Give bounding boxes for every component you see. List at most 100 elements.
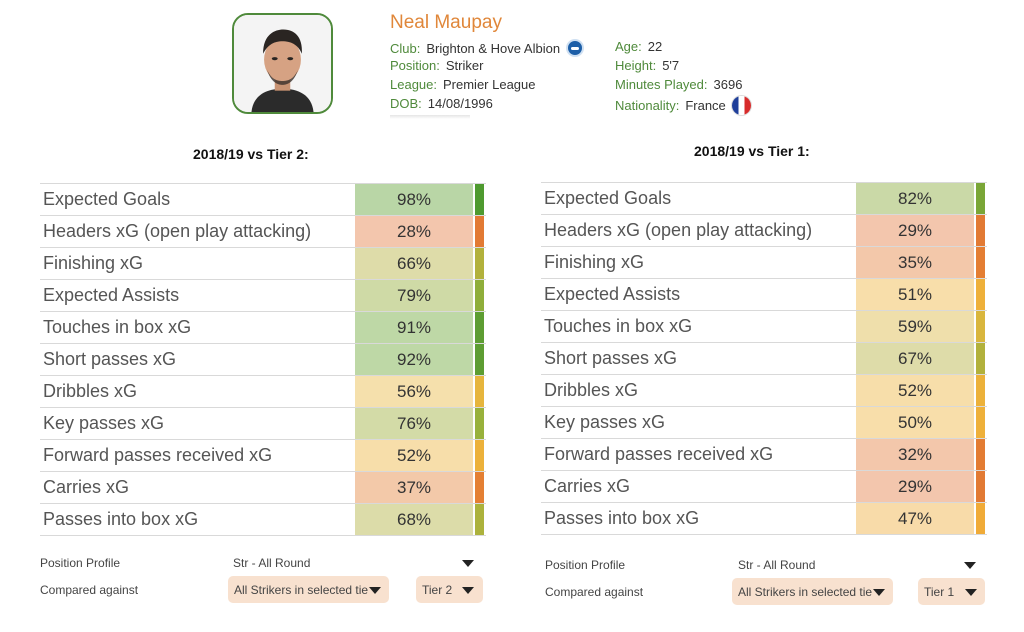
player-photo-icon xyxy=(234,15,331,112)
stat-label: Forward passes received xG xyxy=(43,445,273,465)
position-label: Position: xyxy=(390,58,440,73)
percentile-color-bar xyxy=(475,408,484,439)
stat-percentile: 47% xyxy=(856,503,974,534)
panel-title-tier1: 2018/19 vs Tier 1: xyxy=(694,143,810,159)
stat-label: Expected Assists xyxy=(43,285,180,305)
nationality-value: France xyxy=(685,98,726,113)
chevron-down-icon[interactable] xyxy=(369,587,381,594)
stat-row: Short passes xG 67% xyxy=(541,343,987,375)
position-profile-select[interactable]: Str - All Round xyxy=(738,558,978,574)
position-row: Position: Striker xyxy=(390,58,483,73)
stat-row: Passes into box xG 47% xyxy=(541,503,987,535)
age-row: Age: 22 xyxy=(615,39,662,54)
club-row: Club: Brighton & Hove Albion xyxy=(390,39,585,57)
stat-row: Key passes xG 50% xyxy=(541,407,987,439)
tier-value: Tier 2 xyxy=(422,582,453,597)
height-label: Height: xyxy=(615,58,657,73)
position-profile-value: Str - All Round xyxy=(233,556,311,570)
player-photo xyxy=(232,13,333,114)
stat-row: Headers xG (open play attacking) 29% xyxy=(541,215,987,247)
club-label: Club: xyxy=(390,40,421,56)
stat-percentile: 28% xyxy=(355,216,473,247)
percentile-color-bar xyxy=(976,215,985,246)
stat-row: Touches in box xG 91% xyxy=(40,312,486,344)
stat-row: Finishing xG 35% xyxy=(541,247,987,279)
compared-against-label: Compared against xyxy=(40,583,139,597)
stat-row: Expected Goals 82% xyxy=(541,183,987,215)
stat-row: Dribbles xG 56% xyxy=(40,376,486,408)
nationality-row: Nationality: France xyxy=(615,96,751,115)
panel-title-tier2: 2018/19 vs Tier 2: xyxy=(193,146,309,162)
stat-label: Headers xG (open play attacking) xyxy=(544,220,813,240)
dob-row: DOB: 14/08/1996 xyxy=(390,96,493,111)
percentile-color-bar xyxy=(475,280,484,311)
percentile-color-bar xyxy=(976,439,985,470)
league-value: Premier League xyxy=(443,77,536,92)
stat-percentile: 79% xyxy=(355,280,473,311)
stats-table-tier1: Expected Goals 82% Headers xG (open play a… xyxy=(541,182,987,535)
league-label: League: xyxy=(390,77,437,92)
percentile-color-bar xyxy=(475,344,484,375)
chevron-down-icon[interactable] xyxy=(873,589,885,596)
chevron-down-icon[interactable] xyxy=(462,587,474,594)
stat-percentile: 29% xyxy=(856,215,974,246)
stat-label: Dribbles xG xyxy=(544,380,639,400)
percentile-color-bar xyxy=(976,343,985,374)
percentile-color-bar xyxy=(475,216,484,247)
dob-label: DOB: xyxy=(390,96,422,111)
stat-percentile: 68% xyxy=(355,504,473,535)
percentile-color-bar xyxy=(976,375,985,406)
percentile-color-bar xyxy=(976,247,985,278)
stat-percentile: 91% xyxy=(355,312,473,343)
stat-row: Carries xG 29% xyxy=(541,471,987,503)
position-value: Striker xyxy=(445,58,484,73)
player-name: Neal Maupay xyxy=(390,12,502,33)
stat-percentile: 82% xyxy=(856,183,974,214)
stat-row: Carries xG 37% xyxy=(40,472,486,504)
stat-label: Carries xG xyxy=(544,476,631,496)
stat-label: Forward passes received xG xyxy=(544,444,774,464)
stat-percentile: 59% xyxy=(856,311,974,342)
stat-percentile: 52% xyxy=(856,375,974,406)
stat-percentile: 51% xyxy=(856,279,974,310)
minutes-label: Minutes Played: xyxy=(615,77,708,92)
stat-percentile: 37% xyxy=(355,472,473,503)
minutes-row: Minutes Played: 3696 xyxy=(615,77,742,92)
cut-off-text-divider xyxy=(390,115,470,119)
chevron-down-icon[interactable] xyxy=(462,560,474,567)
percentile-color-bar xyxy=(475,472,484,503)
minutes-value: 3696 xyxy=(713,77,743,92)
chevron-down-icon[interactable] xyxy=(965,589,977,596)
position-profile-value: Str - All Round xyxy=(738,558,816,572)
position-profile-label: Position Profile xyxy=(40,556,121,570)
stat-label: Expected Assists xyxy=(544,284,681,304)
stat-row: Short passes xG 92% xyxy=(40,344,486,376)
position-profile-select[interactable]: Str - All Round xyxy=(233,556,483,572)
percentile-color-bar xyxy=(976,503,985,534)
stat-label: Touches in box xG xyxy=(43,317,192,337)
compared-against-label: Compared against xyxy=(545,585,644,599)
stat-label: Passes into box xG xyxy=(544,508,700,528)
compared-against-select[interactable]: All Strikers in selected tie xyxy=(228,576,389,603)
stat-percentile: 29% xyxy=(856,471,974,502)
tier-value: Tier 1 xyxy=(924,584,955,599)
stat-percentile: 52% xyxy=(355,440,473,471)
stat-label: Finishing xG xyxy=(43,253,144,273)
stat-row: Forward passes received xG 52% xyxy=(40,440,486,472)
stat-row: Expected Goals 98% xyxy=(40,184,486,216)
percentile-color-bar xyxy=(475,440,484,471)
stat-percentile: 92% xyxy=(355,344,473,375)
percentile-color-bar xyxy=(976,311,985,342)
nationality-label: Nationality: xyxy=(615,98,680,113)
percentile-color-bar xyxy=(976,407,985,438)
percentile-color-bar xyxy=(475,248,484,279)
stat-percentile: 67% xyxy=(856,343,974,374)
stat-label: Expected Goals xyxy=(544,188,672,208)
chevron-down-icon[interactable] xyxy=(964,562,976,569)
club-badge-icon xyxy=(566,39,585,57)
stat-label: Headers xG (open play attacking) xyxy=(43,221,312,241)
percentile-color-bar xyxy=(976,279,985,310)
stat-row: Expected Assists 51% xyxy=(541,279,987,311)
compared-against-select[interactable]: All Strikers in selected tie xyxy=(732,578,893,605)
percentile-color-bar xyxy=(475,184,484,215)
